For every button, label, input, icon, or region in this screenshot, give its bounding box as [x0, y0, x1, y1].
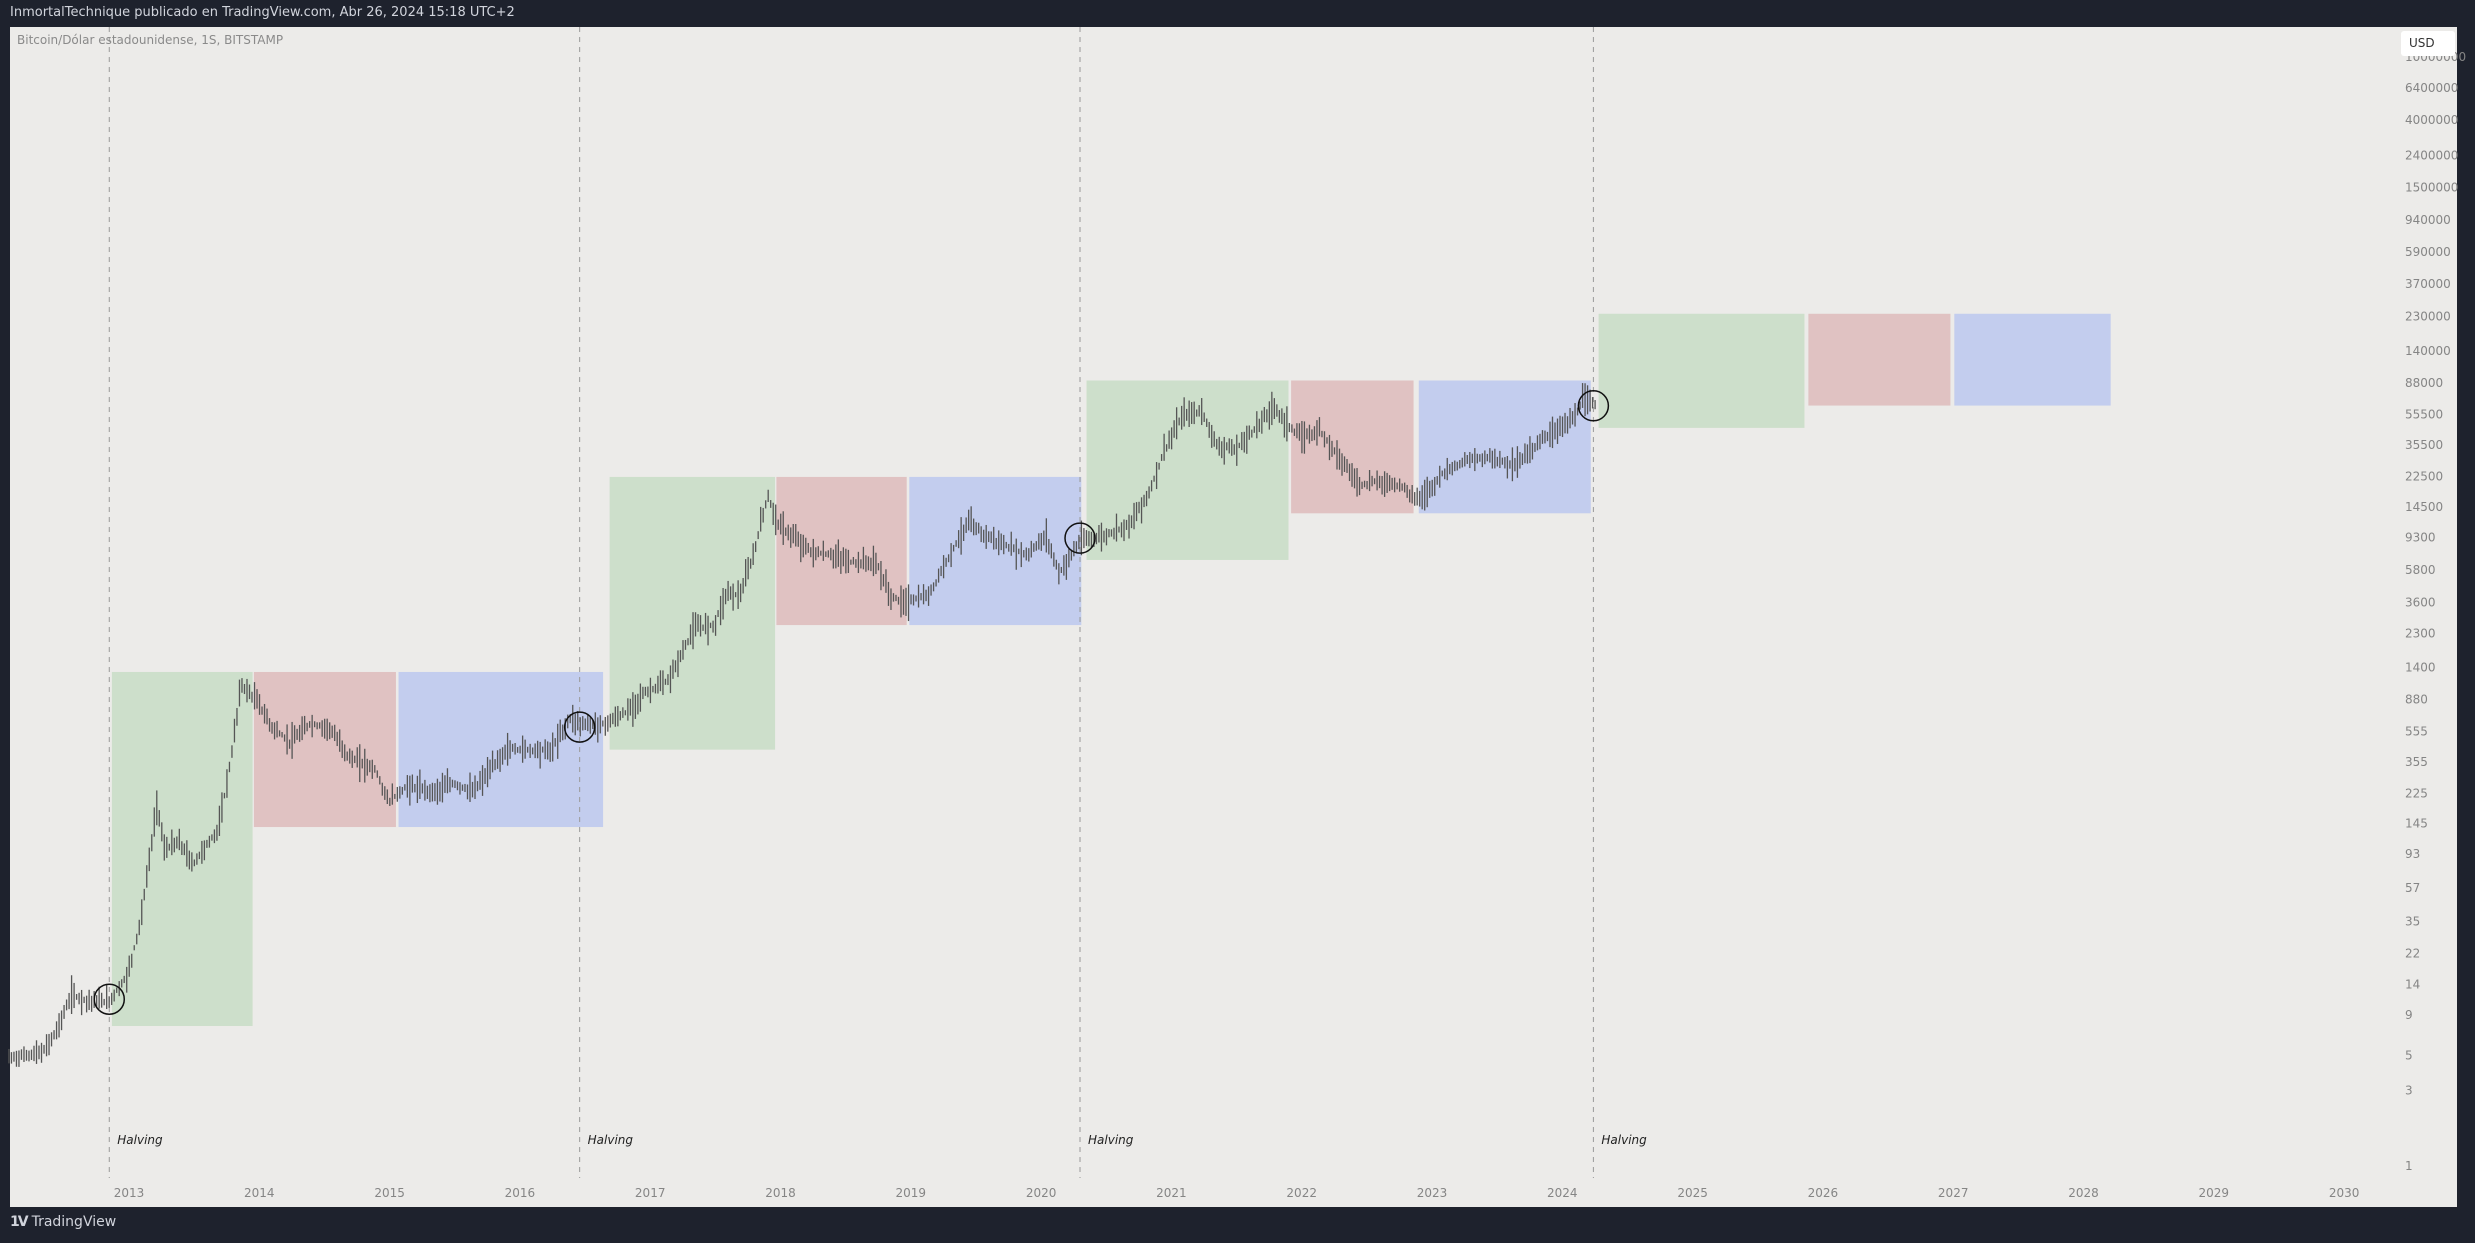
time-tick-label: 2027 — [1938, 1186, 1969, 1200]
price-tick-label: 145 — [2405, 817, 2428, 831]
cycle-box-bear[interactable] — [776, 476, 907, 626]
price-tick-label: 22 — [2405, 946, 2420, 960]
time-tick-label: 2025 — [1677, 1186, 1708, 1200]
time-tick-label: 2028 — [2068, 1186, 2099, 1200]
time-tick-label: 2020 — [1026, 1186, 1057, 1200]
time-tick-label: 2022 — [1286, 1186, 1317, 1200]
price-tick-label: 35 — [2405, 914, 2420, 928]
halving-label: Halving — [588, 1133, 634, 1147]
halving-circle[interactable] — [563, 711, 596, 743]
time-tick-label: 2016 — [505, 1186, 536, 1200]
time-tick-label: 2013 — [114, 1186, 145, 1200]
cycle-box-accumulation[interactable] — [1598, 313, 1805, 428]
price-tick-label: 57 — [2405, 881, 2420, 895]
price-tick-label: 9300 — [2405, 530, 2436, 544]
price-tick-label: 3600 — [2405, 596, 2436, 610]
chart-pane[interactable] — [10, 27, 2457, 1207]
time-tick-label: 2029 — [2199, 1186, 2230, 1200]
price-tick-label: 225 — [2405, 786, 2428, 800]
time-tick-label: 2015 — [374, 1186, 405, 1200]
halving-label: Halving — [1601, 1133, 1647, 1147]
price-tick-label: 1 — [2405, 1159, 2413, 1173]
cycle-box-accumulation[interactable] — [1086, 380, 1289, 560]
price-tick-label: 88000 — [2405, 376, 2443, 390]
price-tick-label: 4000000 — [2405, 113, 2458, 127]
time-tick-label: 2014 — [244, 1186, 275, 1200]
price-tick-label: 880 — [2405, 693, 2428, 707]
price-tick-label: 9 — [2405, 1008, 2413, 1022]
price-tick-label: 590000 — [2405, 245, 2451, 259]
price-tick-label: 940000 — [2405, 213, 2451, 227]
price-tick-label: 1400 — [2405, 661, 2436, 675]
price-tick-label: 5800 — [2405, 563, 2436, 577]
time-tick-label: 2024 — [1547, 1186, 1578, 1200]
price-tick-label: 3 — [2405, 1083, 2413, 1097]
price-tick-label: 14 — [2405, 977, 2420, 991]
cycle-box-bear[interactable] — [1291, 380, 1414, 514]
currency-button[interactable]: USD — [2401, 31, 2455, 56]
halving-label: Halving — [117, 1133, 163, 1147]
price-tick-label: 230000 — [2405, 310, 2451, 324]
publish-info: InmortalTechnique publicado en TradingVi… — [10, 5, 515, 20]
price-tick-label: 22500 — [2405, 470, 2443, 484]
price-tick-label: 14500 — [2405, 500, 2443, 514]
time-tick-label: 2026 — [1808, 1186, 1839, 1200]
price-tick-label: 370000 — [2405, 277, 2451, 291]
price-tick-label: 93 — [2405, 847, 2420, 861]
time-tick-label: 2030 — [2329, 1186, 2360, 1200]
time-tick-label: 2017 — [635, 1186, 666, 1200]
cycle-box-range[interactable] — [398, 671, 604, 828]
tradingview-logo-icon: 𝟭𝗩 — [10, 1214, 29, 1230]
price-tick-label: 555 — [2405, 724, 2428, 738]
price-tick-label: 2400000 — [2405, 148, 2458, 162]
price-tick-label: 140000 — [2405, 344, 2451, 358]
halving-circle[interactable] — [1064, 522, 1096, 554]
price-tick-label: 2300 — [2405, 627, 2436, 641]
price-tick-label: 55500 — [2405, 408, 2443, 422]
halving-label: Halving — [1088, 1133, 1134, 1147]
time-tick-label: 2019 — [896, 1186, 927, 1200]
price-tick-label: 6400000 — [2405, 81, 2458, 95]
cycle-box-range[interactable] — [909, 476, 1082, 626]
cycle-box-bear[interactable] — [253, 671, 396, 828]
cycle-box-range[interactable] — [1954, 313, 2111, 406]
time-tick-label: 2018 — [765, 1186, 796, 1200]
price-tick-label: 1500000 — [2405, 181, 2458, 195]
cycle-box-bear[interactable] — [1808, 313, 1951, 406]
price-tick-label: 5 — [2405, 1048, 2413, 1062]
time-tick-label: 2023 — [1417, 1186, 1448, 1200]
tradingview-logo[interactable]: 𝟭𝗩 TradingView — [10, 1214, 116, 1230]
halving-circle[interactable] — [1577, 390, 1610, 422]
price-tick-label: 355 — [2405, 755, 2428, 769]
cycle-box-accumulation[interactable] — [609, 476, 776, 750]
symbol-legend: Bitcoin/Dólar estadounidense, 1S, BITSTA… — [17, 33, 284, 47]
time-tick-label: 2021 — [1156, 1186, 1187, 1200]
price-tick-label: 35500 — [2405, 438, 2443, 452]
cycle-box-range[interactable] — [1418, 380, 1591, 514]
tradingview-brand: TradingView — [31, 1214, 117, 1230]
halving-circle[interactable] — [93, 983, 126, 1015]
